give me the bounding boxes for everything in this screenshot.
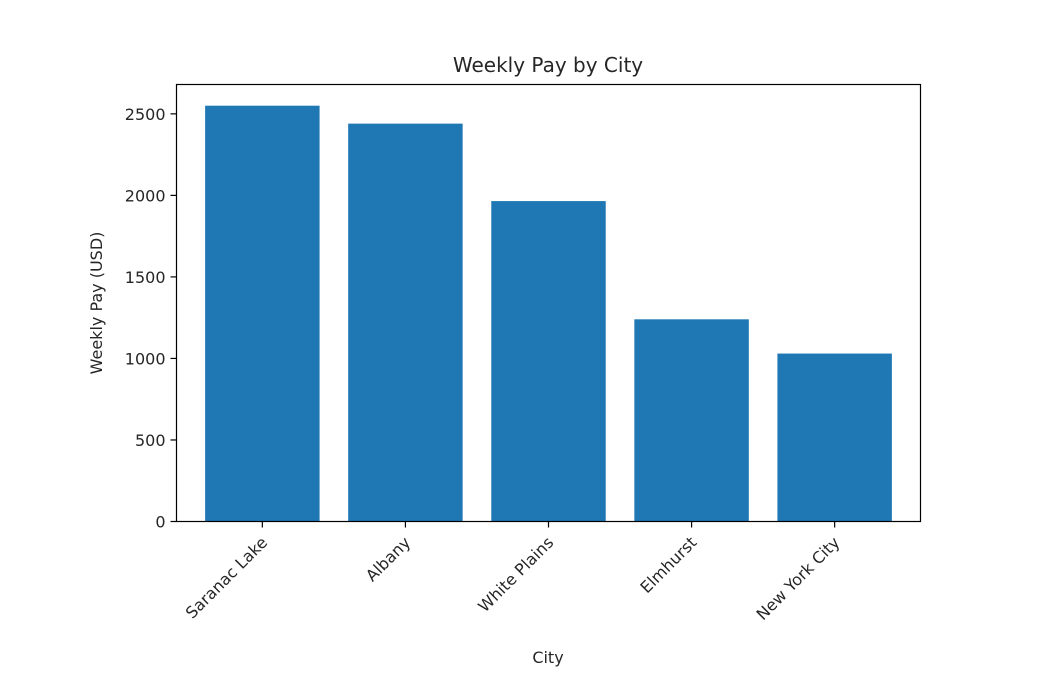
y-tick-label: 1000 xyxy=(125,349,166,368)
bar-saranac-lake xyxy=(205,105,320,522)
y-tick-label: 2500 xyxy=(125,105,166,124)
bar-new-york-city xyxy=(777,353,892,522)
y-tick-label: 1500 xyxy=(125,268,166,287)
y-tick-label: 2000 xyxy=(125,186,166,205)
x-tick-label: Albany xyxy=(362,533,414,585)
x-tick-label: White Plains xyxy=(474,533,557,616)
x-tick-label: Elmhurst xyxy=(636,533,700,597)
plot-frame xyxy=(175,83,922,523)
chart-title: Weekly Pay by City xyxy=(453,53,643,77)
y-tick-label: 500 xyxy=(135,431,166,450)
bars-layer xyxy=(205,105,892,522)
bar-white-plains xyxy=(491,201,606,522)
y-tick-label: 0 xyxy=(155,513,165,532)
x-tick-label: Saranac Lake xyxy=(182,533,271,622)
y-axis-label: Weekly Pay (USD) xyxy=(87,232,106,375)
x-axis-label: City xyxy=(532,648,563,667)
x-tick-label: New York City xyxy=(752,533,843,624)
x-axis: Saranac Lake Albany White Plains Elmhurst Ne… xyxy=(182,521,843,624)
bar-elmhurst xyxy=(634,319,749,522)
y-axis: 0 500 1000 1500 2000 2500 xyxy=(125,105,177,532)
bar-albany xyxy=(348,123,463,522)
